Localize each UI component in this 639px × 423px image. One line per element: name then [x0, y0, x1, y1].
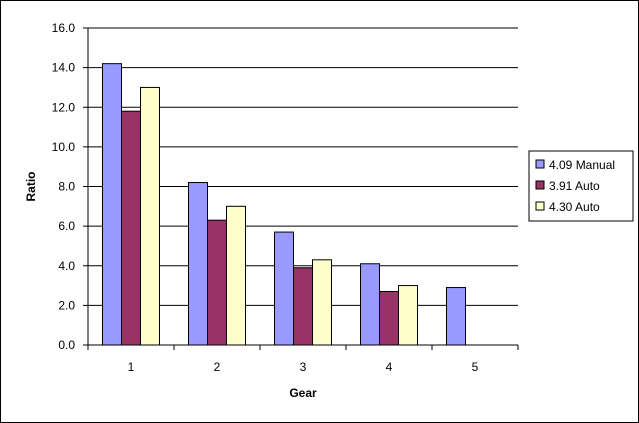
x-axis-ticks: 1 2 3 4 5 — [128, 360, 479, 374]
axes — [83, 27, 519, 350]
bar — [274, 231, 294, 346]
legend: 4.09 Manual 3.91 Auto 4.30 Auto — [528, 150, 634, 222]
legend-label: 3.91 Auto — [549, 179, 600, 193]
bar — [207, 219, 227, 346]
legend-swatch — [535, 201, 545, 211]
bar — [398, 285, 418, 346]
bar — [140, 86, 160, 346]
y-axis-title: Ratio — [24, 172, 38, 202]
y-tick-label: 8.0 — [58, 180, 75, 194]
x-tick-label: 5 — [472, 360, 479, 374]
y-tick-label: 0.0 — [58, 338, 75, 352]
x-tick-label: 2 — [214, 360, 221, 374]
bar — [121, 110, 141, 346]
legend-swatch — [535, 180, 545, 190]
bar — [379, 291, 399, 346]
bar — [188, 182, 208, 346]
legend-box — [528, 150, 634, 222]
y-axis-ticks: 0.0 2.0 4.0 6.0 8.0 10.0 12.0 14.0 16.0 — [52, 21, 76, 352]
legend-label: 4.30 Auto — [549, 200, 600, 214]
bar — [312, 259, 332, 346]
y-tick-label: 4.0 — [58, 259, 75, 273]
y-tick-label: 14.0 — [52, 61, 76, 75]
bar — [360, 263, 380, 346]
y-tick-label: 12.0 — [52, 100, 76, 114]
x-axis-title: Gear — [289, 386, 317, 400]
y-tick-label: 6.0 — [58, 219, 75, 233]
y-tick-label: 16.0 — [52, 21, 76, 35]
x-tick-label: 3 — [300, 360, 307, 374]
bar — [102, 63, 122, 346]
y-tick-label: 2.0 — [58, 298, 75, 312]
x-tick-label: 4 — [386, 360, 393, 374]
y-tick-label: 10.0 — [52, 140, 76, 154]
bar — [293, 267, 313, 346]
bar — [446, 287, 466, 346]
bar — [226, 205, 246, 346]
legend-label: 4.09 Manual — [549, 158, 615, 172]
legend-swatch — [535, 159, 545, 169]
x-tick-label: 1 — [128, 360, 135, 374]
